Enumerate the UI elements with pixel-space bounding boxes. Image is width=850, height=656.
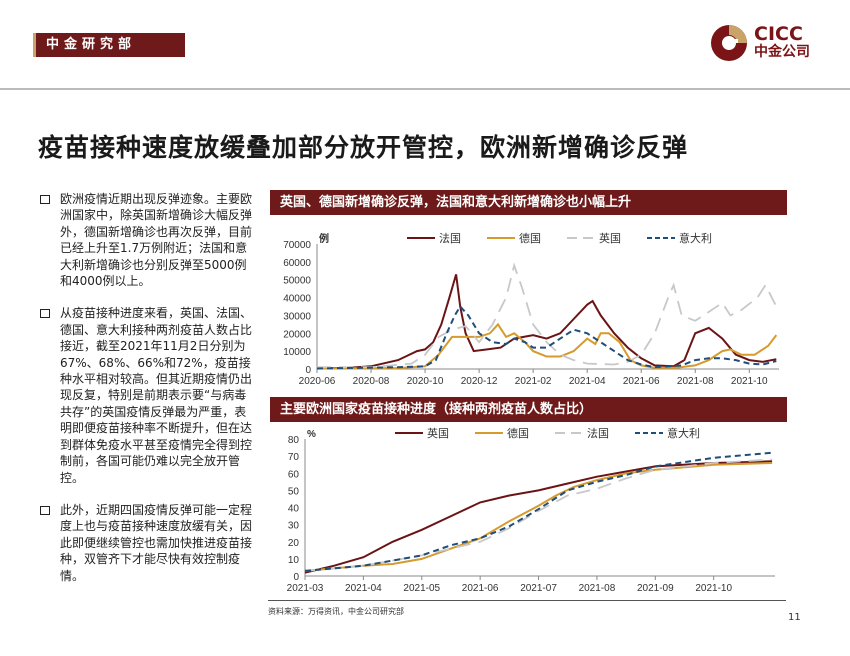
department-tag: 中金研究部 — [33, 33, 185, 57]
x-tick-label: 2021-06 — [462, 583, 499, 594]
y-tick-label: 70000 — [283, 240, 311, 251]
legend-label: 英国 — [427, 426, 449, 440]
bullet-list: 欧洲疫情近期出现反弹迹象。主要欧洲国家中，除英国新增确诊大幅反弹外，德国新增确诊… — [40, 191, 256, 600]
y-tick-label: 80 — [288, 435, 300, 446]
x-tick-label: 2021-07 — [520, 583, 557, 594]
y-tick-label: 70 — [288, 452, 300, 463]
y-tick-label: 10000 — [283, 347, 311, 358]
y-unit-label: 例 — [319, 232, 329, 245]
square-bullet-icon — [40, 195, 50, 204]
legend-label: 意大利 — [667, 426, 700, 440]
chart2-title: 主要欧洲国家疫苗接种进度（接种两剂疫苗人数占比） — [270, 397, 787, 422]
bullet-item: 从疫苗接种进度来看，英国、法国、德国、意大利接种两剂疫苗人数占比接近，截至202… — [40, 305, 256, 485]
x-tick-label: 2021-09 — [637, 583, 674, 594]
y-tick-label: 10 — [288, 555, 300, 566]
square-bullet-icon — [40, 505, 50, 515]
y-tick-label: 50000 — [283, 276, 311, 287]
cicc-logo-icon — [711, 25, 747, 61]
series-line-法国 — [317, 274, 777, 370]
y-tick-label: 0 — [293, 572, 299, 583]
bullet-text: 此外，近期四国疫情反弹可能一定程度上也与疫苗接种速度放缓有关，因此即便继续管控也… — [60, 502, 253, 583]
series-line-英国 — [317, 262, 778, 369]
x-tick-label: 2020-08 — [353, 376, 390, 387]
x-tick-label: 2020-10 — [407, 376, 444, 387]
y-unit-label: % — [307, 429, 316, 440]
y-tick-label: 40 — [288, 504, 300, 515]
logo-cn: 中金公司 — [754, 44, 810, 60]
cicc-logo: CICC 中金公司 — [710, 24, 810, 62]
series-line-意大利 — [316, 304, 777, 370]
source-divider — [268, 600, 786, 601]
y-tick-label: 0 — [305, 365, 311, 376]
legend-label: 德国 — [519, 231, 541, 245]
y-tick-label: 20 — [288, 538, 300, 549]
logo-en: CICC — [754, 23, 803, 45]
chart-new-cases: 0 10000 20000 30000 40000 50000 60000 70000 2020… — [283, 231, 779, 387]
y-tick-label: 20000 — [283, 329, 311, 340]
y-tick-label: 50 — [288, 486, 300, 497]
bullet-text: 从疫苗接种进度来看，英国、法国、德国、意大利接种两剂疫苗人数占比接近，截至202… — [60, 306, 253, 485]
chart1-title: 英国、德国新增确诊反弹，法国和意大利新增确诊也小幅上升 — [270, 190, 787, 215]
square-bullet-icon — [40, 309, 50, 319]
y-tick-label: 60 — [288, 469, 300, 480]
series-line-英国 — [304, 460, 773, 574]
legend-label: 英国 — [599, 231, 621, 245]
x-tick-label: 2021-06 — [623, 376, 660, 387]
x-tick-label: 2020-06 — [299, 376, 336, 387]
bullet-item: 此外，近期四国疫情反弹可能一定程度上也与疫苗接种速度放缓有关，因此即便继续管控也… — [40, 502, 256, 584]
x-tick-label: 2021-08 — [579, 583, 616, 594]
series-line-德国 — [304, 462, 773, 572]
y-tick-label: 30000 — [283, 311, 311, 322]
x-tick-label: 2021-10 — [695, 583, 732, 594]
x-tick-label: 2021-03 — [287, 583, 324, 594]
header-divider — [0, 88, 850, 90]
legend-label: 德国 — [507, 426, 529, 440]
chart-vaccination: 0 10 20 30 40 50 60 70 80 2021-03 2021-04 2021-05 20… — [287, 426, 775, 594]
series-line-法国 — [304, 458, 773, 572]
x-tick-label: 2021-05 — [403, 583, 440, 594]
bullet-item: 欧洲疫情近期出现反弹迹象。主要欧洲国家中，除英国新增确诊大幅反弹外，德国新增确诊… — [40, 191, 256, 289]
y-tick-label: 30 — [288, 521, 300, 532]
x-tick-label: 2021-04 — [345, 583, 382, 594]
legend-label: 法国 — [439, 231, 461, 245]
series-line-德国 — [316, 322, 778, 370]
legend-label: 意大利 — [679, 231, 712, 245]
x-tick-label: 2020-12 — [461, 376, 498, 387]
series-line-意大利 — [304, 451, 773, 572]
y-tick-label: 40000 — [283, 294, 311, 305]
page-title: 疫苗接种速度放缓叠加部分放开管控，欧洲新增确诊反弹 — [38, 133, 689, 162]
page-number: 11 — [788, 612, 801, 623]
y-tick-label: 60000 — [283, 258, 311, 269]
bullet-text: 欧洲疫情近期出现反弹迹象。主要欧洲国家中，除英国新增确诊大幅反弹外，德国新增确诊… — [60, 192, 253, 289]
x-tick-label: 2021-04 — [569, 376, 606, 387]
x-tick-label: 2021-10 — [731, 376, 768, 387]
legend-label: 法国 — [587, 426, 609, 440]
source-note: 资料来源：万得资讯，中金公司研究部 — [268, 607, 404, 616]
x-tick-label: 2021-02 — [515, 376, 552, 387]
x-tick-label: 2021-08 — [677, 376, 714, 387]
